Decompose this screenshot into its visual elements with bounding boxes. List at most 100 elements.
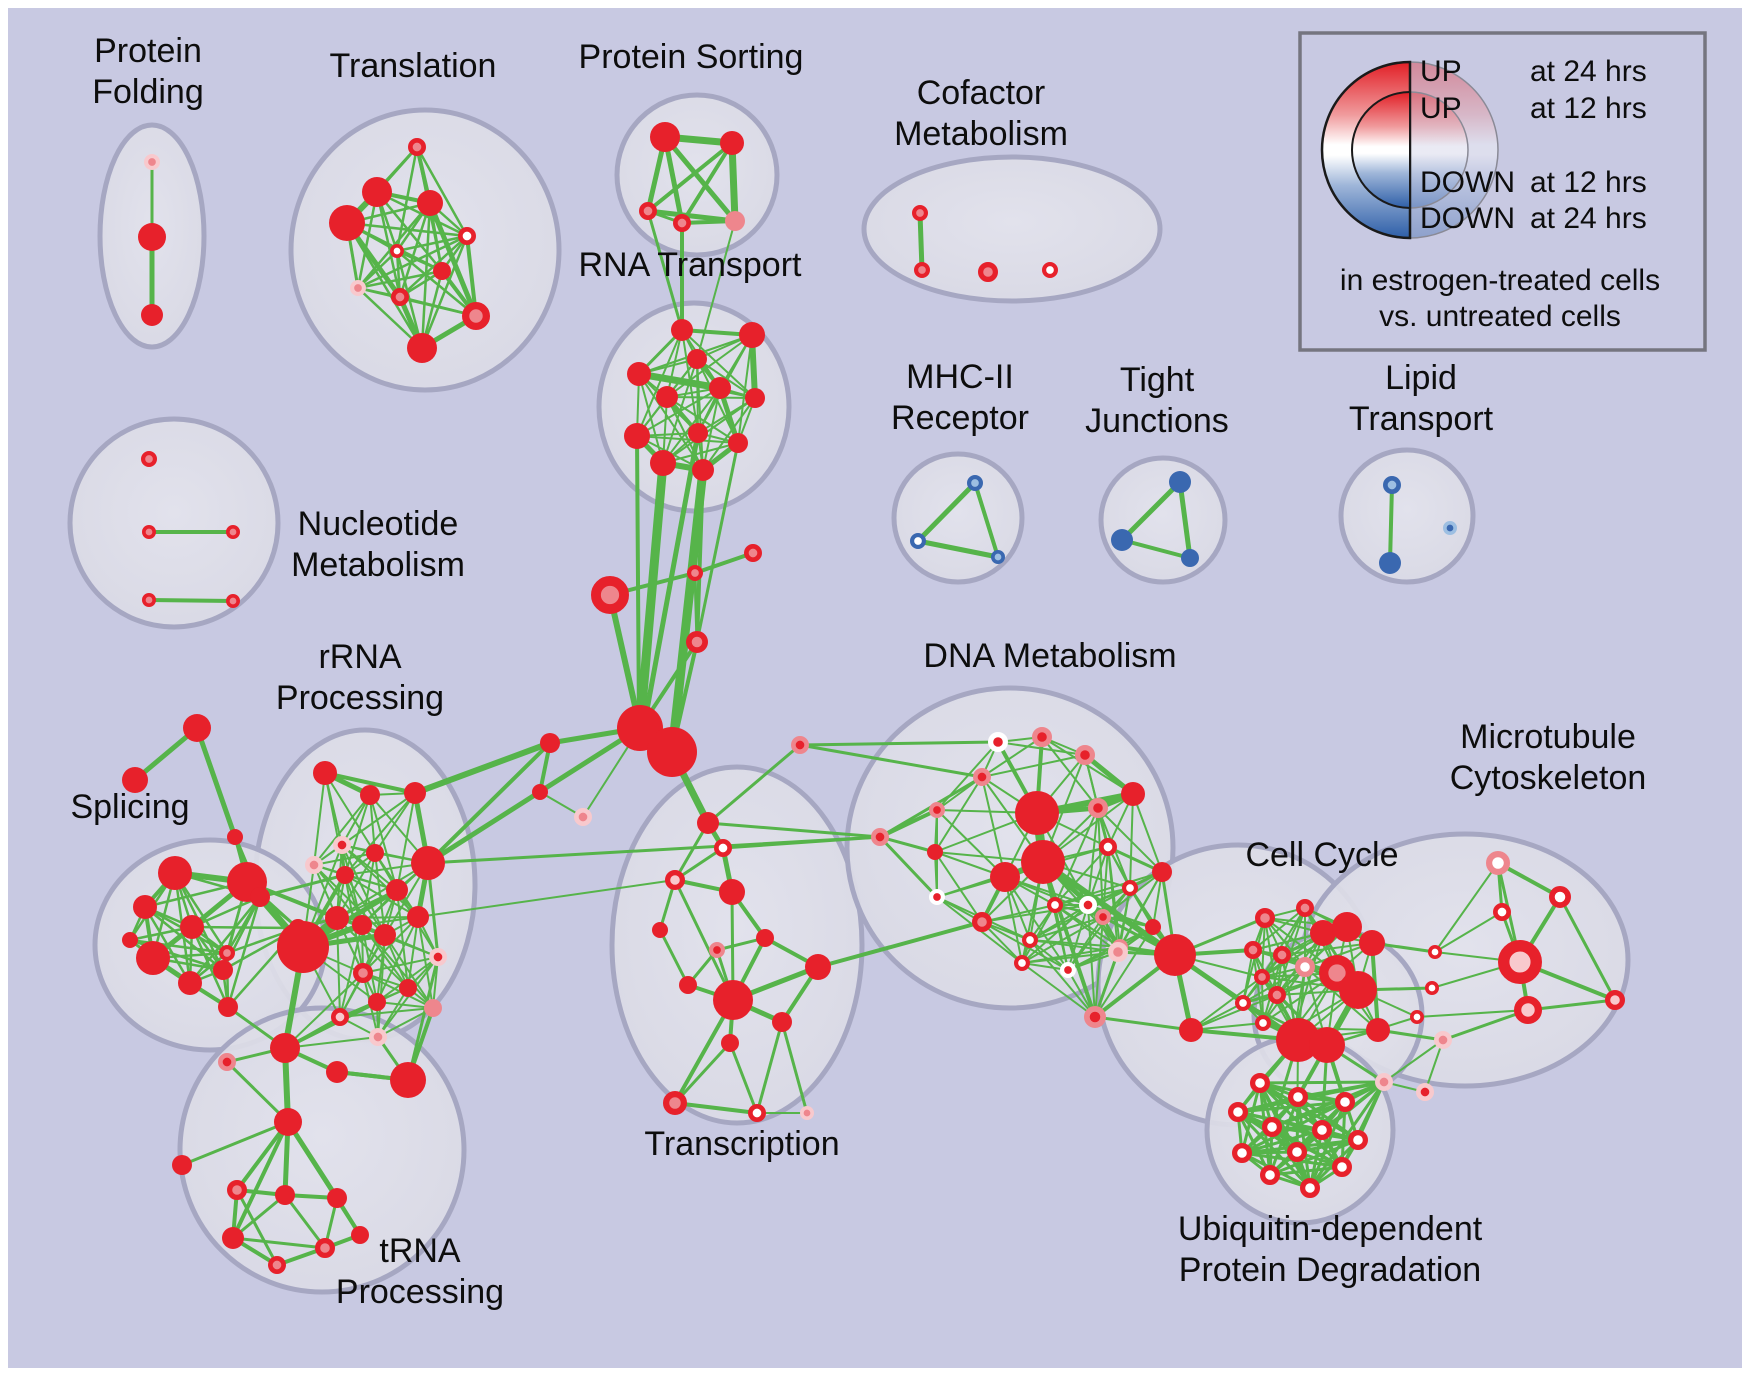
interaction-edge [1087,904,1096,1018]
gene-node [1254,907,1275,928]
interaction-edge [356,269,444,290]
gene-node [973,768,992,787]
gene-node [180,915,204,939]
cluster-label-nucleotide-metabolism: Metabolism [291,546,465,584]
interaction-edge [407,916,419,989]
cluster-ellipse-tight-junctions [1098,455,1228,585]
interaction-edge [415,145,469,238]
gene-node [277,921,329,973]
interaction-edge [1094,926,1154,1018]
cluster-label-ubiquitin-degradation: Protein Degradation [1179,1251,1481,1289]
gene-node [424,999,442,1017]
gene-node [1046,897,1063,914]
interaction-edge [362,972,434,1009]
gene-node [330,1008,349,1027]
gene-node [709,942,726,959]
legend-note: vs. untreated cells [1379,300,1621,333]
gene-node [142,525,157,540]
gene-node [142,593,157,608]
interaction-edge [728,1041,759,1115]
gene-node [332,836,351,855]
interaction-edge [706,743,802,825]
gene-node [687,349,707,369]
gene-node [366,844,384,862]
gene-node [326,1061,348,1083]
interaction-edge [1236,1080,1386,1114]
cluster-ellipse-lipid-transport [1338,447,1476,585]
gene-node [688,423,708,443]
gene-node [1021,840,1065,884]
interaction-edge [336,852,376,919]
gene-node [1087,797,1108,818]
gene-node [275,1185,295,1205]
gene-node [352,915,372,935]
cluster-label-mhc-ii-receptor: MHC-II [906,358,1014,396]
interaction-edge [798,743,984,779]
interaction-edge [635,458,668,733]
interaction-edge [1119,479,1183,543]
gene-node [910,533,927,550]
gene-node [1074,744,1095,765]
interaction-edge [384,934,434,1009]
interaction-edge [936,809,1006,878]
gene-node [720,131,744,155]
gene-node [325,906,349,930]
gene-node [1059,962,1076,979]
interaction-edge [934,776,983,853]
interaction-edge [283,1193,327,1250]
gene-node [650,450,676,476]
interaction-edge [362,916,419,974]
interaction-edge [721,835,882,850]
gene-node [1309,1027,1345,1063]
interaction-edge [915,480,978,544]
cluster-ellipse-cofactor-metabolism [861,154,1163,304]
gene-node [222,1227,244,1249]
interaction-edge [666,329,683,398]
interaction-edge [667,465,708,757]
interaction-edge [646,141,734,213]
gene-node [912,205,929,222]
gene-node [1152,862,1172,882]
cluster-label-cofactor-metabolism: Metabolism [894,115,1068,153]
gene-node [1415,1082,1434,1101]
legend-direction-label: UP [1420,92,1462,125]
gene-node [685,630,708,653]
interaction-edge [673,878,735,1002]
legend-time-label: at 24 hrs [1530,202,1647,235]
gene-node [1145,919,1161,935]
interaction-edge [1029,939,1069,971]
interaction-edge [666,334,753,398]
gene-node [362,177,392,207]
interaction-edge [1268,1165,1344,1177]
interaction-edge [345,221,469,238]
interaction-edge [258,873,347,899]
gene-node [800,1105,815,1120]
interaction-edge [680,141,734,225]
gene-node [627,362,651,386]
interaction-edge [1117,871,1163,953]
gene-node [1041,261,1058,278]
gene-node [353,962,374,983]
gene-node [360,785,380,805]
cluster-label-lipid-transport: Lipid [1385,359,1457,397]
interaction-edge [1388,483,1394,565]
gene-node [315,1237,336,1258]
gene-node [1287,1086,1308,1107]
gene-node [671,319,693,341]
gene-node [1249,1072,1270,1093]
interaction-edge [235,1120,290,1192]
interaction-edge [645,208,738,224]
gene-node [650,122,680,152]
legend-direction-label: DOWN [1420,166,1515,199]
gene-node [1409,1010,1424,1025]
gene-node [1111,529,1133,551]
cluster-label-dna-metabolism: DNA Metabolism [923,637,1176,675]
interaction-edge [1087,807,1099,906]
gene-node [914,261,931,278]
interaction-edge [755,1020,784,1115]
gene-node [172,1155,192,1175]
interaction-edge [1190,1022,1264,1031]
interaction-edge [427,200,479,319]
